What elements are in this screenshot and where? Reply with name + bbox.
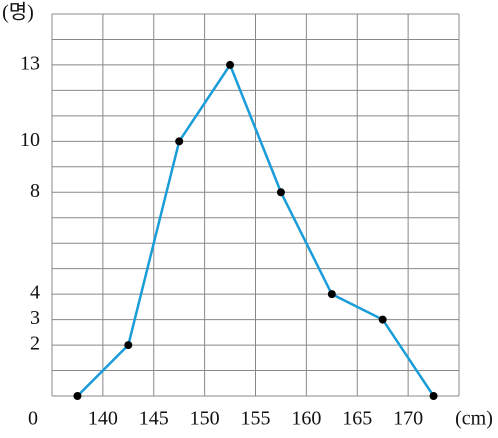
point	[73, 392, 82, 400]
x-axis-label: (cm)	[455, 408, 493, 430]
x-tick-label: 155	[241, 408, 271, 430]
point	[327, 290, 336, 299]
point	[429, 392, 438, 400]
y-tick-label: 4	[30, 282, 40, 304]
x-tick-label: 170	[393, 408, 423, 430]
x-tick-label: 160	[291, 408, 321, 430]
origin-label: 0	[28, 408, 38, 430]
y-tick-label: 13	[20, 53, 40, 75]
point	[378, 315, 387, 324]
point	[226, 60, 235, 69]
x-tick-label: 165	[342, 408, 372, 430]
x-tick-label: 140	[88, 408, 118, 430]
x-tick-label: 150	[190, 408, 220, 430]
y-axis-label: (명)	[2, 1, 34, 24]
y-tick-label: 10	[20, 129, 40, 151]
x-tick-label: 145	[139, 408, 169, 430]
point	[175, 137, 184, 146]
line	[76, 62, 435, 397]
y-tick-label: 3	[30, 307, 40, 329]
y-tick-label: 8	[30, 180, 40, 202]
point	[276, 188, 285, 197]
point	[124, 341, 133, 350]
y-tick-label: 2	[30, 333, 40, 355]
